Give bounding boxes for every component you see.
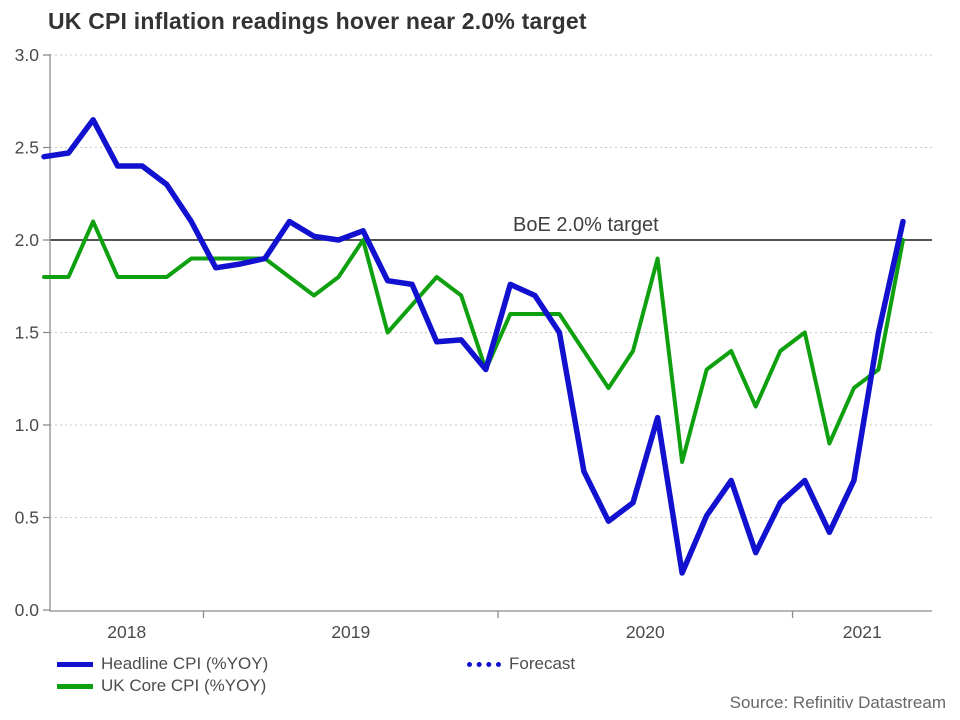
- legend-label: Headline CPI (%YOY): [101, 654, 269, 673]
- legend-item-forecast: Forecast: [467, 654, 575, 674]
- chart-title: UK CPI inflation readings hover near 2.0…: [48, 8, 587, 34]
- headline-cpi-line-swatch: [57, 661, 93, 667]
- source-attribution: Source: Refinitiv Datastream: [729, 693, 946, 712]
- target-line-annotation: BoE 2.0% target: [513, 214, 659, 236]
- x-tick-label: 2021: [843, 622, 882, 642]
- x-tick-label: 2020: [626, 622, 665, 642]
- y-tick-label: 2.0: [15, 230, 40, 250]
- y-tick-label: 0.5: [15, 508, 39, 528]
- y-tick-label: 3.0: [15, 45, 40, 65]
- legend-item-core-cpi: UK Core CPI (%YOY): [57, 676, 266, 696]
- headline-cpi-line: [41, 117, 906, 576]
- y-tick-label: 2.5: [15, 138, 39, 158]
- x-tick-label: 2019: [331, 622, 370, 642]
- legend-item-headline-cpi: Headline CPI (%YOY): [57, 654, 268, 674]
- y-tick-label: 1.0: [15, 415, 40, 435]
- y-tick-label: 0.0: [15, 600, 40, 620]
- legend-label: UK Core CPI (%YOY): [101, 676, 267, 695]
- y-tick-label: 1.5: [15, 323, 39, 343]
- core-cpi-line-swatch: [57, 683, 93, 689]
- x-tick-label: 2018: [107, 622, 146, 642]
- forecast-dotted-line-swatch: [467, 661, 501, 667]
- legend-label: Forecast: [509, 654, 576, 673]
- core-cpi-line: [42, 219, 905, 464]
